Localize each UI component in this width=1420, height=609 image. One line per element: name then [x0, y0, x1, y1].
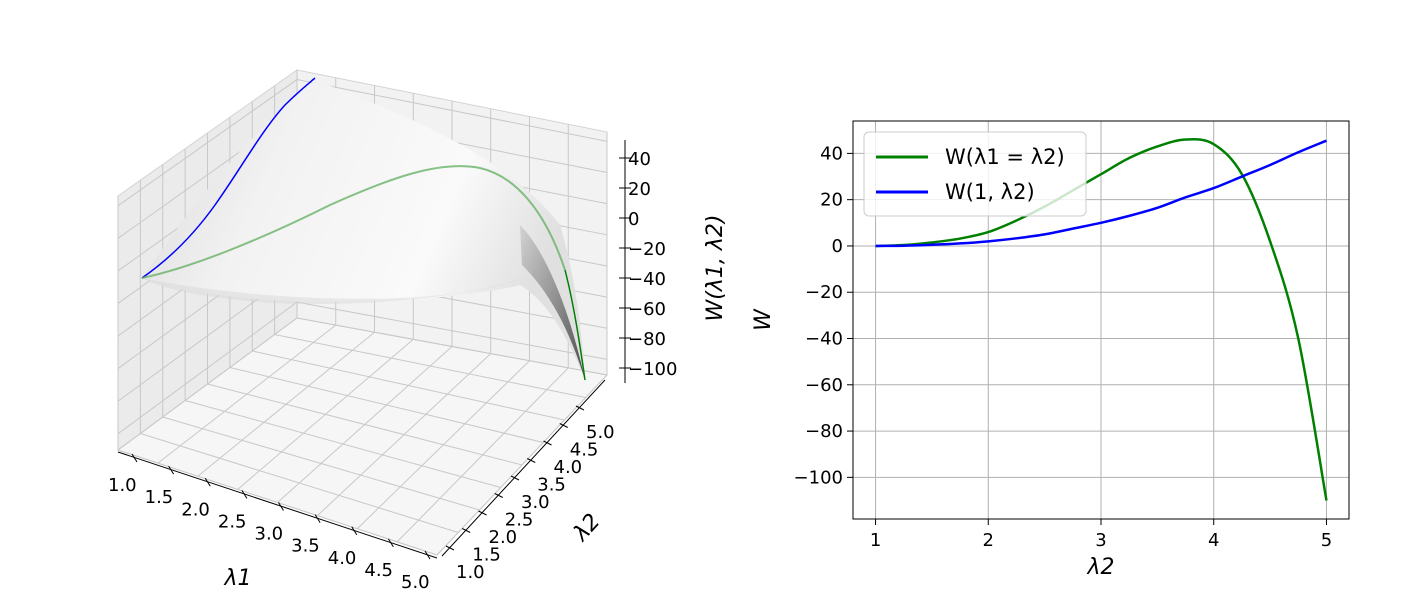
y-tick-label-2d: 40 [820, 143, 843, 164]
x-tick-label-2d: 5 [1321, 530, 1332, 551]
x-tick-mark [387, 538, 394, 548]
grid-line-floor-y [252, 350, 565, 421]
z-axis-label: W(λ1, λ2) [703, 215, 728, 322]
grid-2d [853, 121, 1349, 519]
y-tick-label: 4.0 [554, 457, 583, 478]
grid-line-floor-y [229, 367, 544, 443]
surface-fold [520, 225, 585, 380]
x-axis-label-2d: λ2 [1086, 555, 1114, 580]
grid-line-z [117, 79, 608, 207]
curve-blue-3d [141, 77, 316, 279]
y-tick-label-2d: −80 [805, 421, 843, 442]
z-tick-label: −40 [628, 269, 666, 290]
grid-line-floor-y [207, 383, 523, 466]
y-ticks-3d: 1.01.52.02.53.03.54.04.55.0 [445, 405, 615, 583]
y-ticks-2d: 40 20 0 −20 −40 −60 −80 −100 [794, 143, 853, 488]
x-tick-label-2d: 2 [983, 530, 994, 551]
x-tick-label-2d: 1 [870, 530, 881, 551]
grid-line-floor-y [296, 317, 608, 376]
y-tick-mark [510, 475, 520, 481]
z-tick-label: 20 [628, 179, 651, 200]
z-tick-label: −60 [628, 299, 666, 320]
series-line-green [875, 138, 1328, 501]
y-tick-label-2d: −40 [805, 329, 843, 350]
line-plot-2d: 1 2 3 4 5 40 20 0 −20 −40 −60 −80 −100 λ2 W W(λ1 = … [751, 120, 1350, 580]
x-tick-label: 4.0 [328, 548, 357, 569]
y-tick-label: 3.0 [521, 492, 550, 513]
series-line-blue [875, 139, 1327, 248]
y-tick-label-2d: −100 [794, 467, 843, 488]
y-tick-label: 1.5 [472, 545, 501, 566]
y-tick-label: 4.5 [570, 440, 599, 461]
y-axis-label-3d: λ2 [568, 509, 605, 547]
curve-green-3d [141, 165, 566, 279]
curve-green-3d-front [564, 269, 586, 381]
y-tick-mark [462, 528, 471, 533]
y-tick-mark [575, 405, 585, 411]
y-tick-mark [543, 440, 552, 446]
z-tick-label: −80 [628, 329, 666, 350]
grid-line-floor-x [317, 353, 492, 516]
y-tick-label-2d: 0 [832, 236, 843, 257]
x-tick-mark [131, 453, 138, 463]
x-tick-mark [168, 465, 175, 475]
z-tick-label: 0 [628, 209, 639, 230]
x-tick-label-2d: 4 [1208, 530, 1219, 551]
grid-line-floor-x [436, 374, 608, 556]
x-tick-mark [351, 526, 358, 536]
x-tick-label: 4.5 [364, 560, 393, 581]
x-tick-label: 1.5 [145, 487, 174, 508]
z-tick-label: −100 [628, 359, 677, 380]
y-axis-label-2d: W [751, 308, 776, 331]
z-ticks: 40 20 0 −20 −40 −60 −80 −100 [619, 149, 677, 380]
legend: W(λ1 = λ2) W(1, λ2) [863, 131, 1087, 217]
y-tick-label: 1.0 [456, 562, 485, 583]
y-axis-line [441, 379, 606, 557]
surface-shade [142, 275, 530, 304]
x-tick-mark [314, 514, 321, 523]
legend-label-blue: W(1, λ2) [945, 180, 1035, 204]
x-ticks-3d: 1.0 1.5 2.0 2.5 3.0 3.5 4.0 4.5 5.0 [108, 453, 431, 593]
y-tick-mark [478, 510, 487, 516]
x-tick-label: 5.0 [401, 572, 430, 593]
y-tick-label: 3.5 [537, 475, 566, 496]
grid-line-floor-x [396, 367, 569, 543]
grid-line-z [117, 301, 608, 435]
x-ticks-2d: 1 2 3 4 5 [870, 519, 1332, 551]
y-tick-label: 2.0 [489, 527, 518, 548]
x-tick-label: 2.5 [218, 511, 247, 532]
surface [142, 80, 585, 380]
y-tick-mark [559, 423, 568, 428]
y-tick-mark [527, 458, 536, 463]
x-tick-mark [204, 477, 211, 487]
x-tick-mark [278, 502, 284, 511]
y-tick-label: 2.5 [505, 510, 534, 531]
x-tick-label: 3.0 [255, 524, 284, 545]
x-axis-label-3d: λ1 [223, 566, 251, 591]
y-tick-label-2d: 20 [820, 190, 843, 211]
y-tick-label-2d: −60 [805, 375, 843, 396]
y-tick-mark [445, 545, 455, 551]
x-tick-label: 3.5 [291, 536, 320, 557]
y-tick-label: 5.0 [586, 422, 615, 443]
legend-label-green: W(λ1 = λ2) [945, 145, 1065, 169]
x-tick-label: 2.0 [181, 499, 210, 520]
series-2d [875, 138, 1328, 501]
x-tick-mark [424, 550, 431, 560]
z-tick-label: 40 [628, 149, 651, 170]
z-tick-label: −20 [628, 239, 666, 260]
x-tick-mark [241, 490, 248, 499]
x-tick-label-2d: 3 [1095, 530, 1106, 551]
legend-box [863, 131, 1087, 217]
y-tick-mark [494, 493, 503, 498]
grid-line-floor-x [356, 360, 530, 530]
y-tick-label-2d: −20 [805, 282, 843, 303]
grid-line-floor-y [274, 334, 586, 398]
x-tick-label: 1.0 [108, 475, 137, 496]
